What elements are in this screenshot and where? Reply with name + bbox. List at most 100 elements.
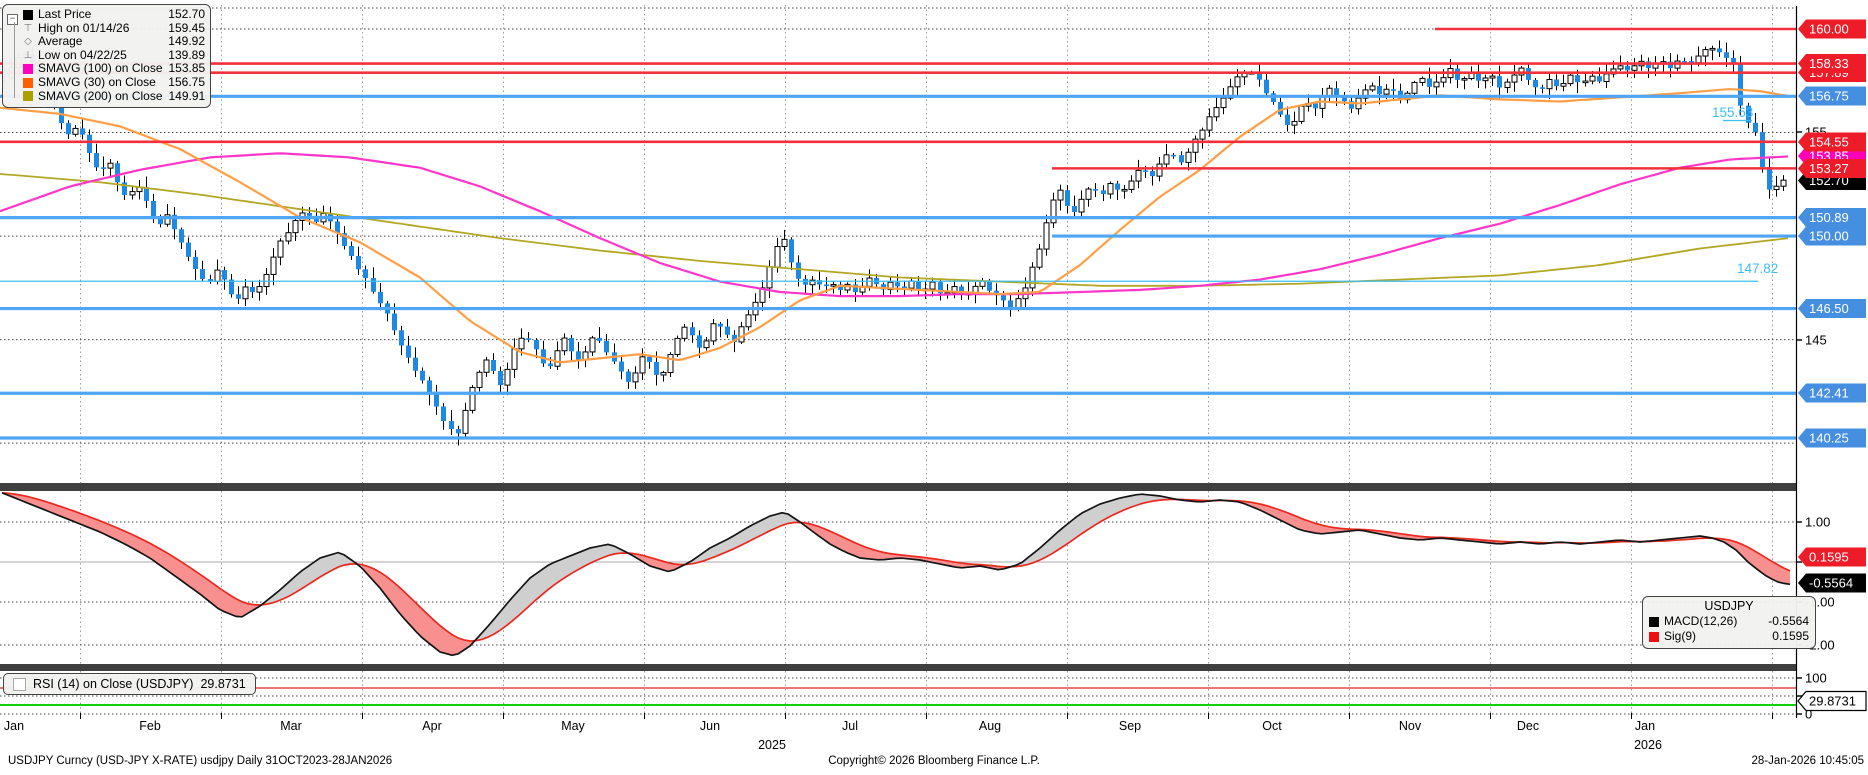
price-axis-tag[interactable]: 158.33 bbox=[1798, 54, 1866, 73]
legend-row-smavg200[interactable]: SMAVG (200) on Close 149.91 bbox=[7, 88, 206, 104]
macd-line bbox=[1, 492, 1791, 657]
price-axis-tag[interactable]: 29.8731 bbox=[1797, 690, 1867, 712]
smavg200-swatch bbox=[23, 91, 33, 102]
chart-footer: USDJPY Curncy (USD-JPY X-RATE) usdjpy Da… bbox=[0, 755, 1868, 771]
rsi-label: RSI (14) on Close (USDJPY) bbox=[33, 677, 194, 691]
axis-tick-label: 1.00 bbox=[1805, 515, 1830, 530]
svg-text:142.41: 142.41 bbox=[1809, 386, 1849, 401]
legend-row-last-price[interactable]: Last Price 152.70 bbox=[7, 7, 205, 22]
svg-text:150.89: 150.89 bbox=[1809, 210, 1849, 225]
svg-text:140.25: 140.25 bbox=[1809, 431, 1849, 446]
x-axis-month-label: Mar bbox=[280, 719, 302, 733]
axis-tick-label: 0 bbox=[1805, 707, 1812, 722]
axis-tick-label: 100 bbox=[1805, 671, 1827, 686]
svg-text:156.75: 156.75 bbox=[1809, 89, 1849, 104]
x-axis-month-label: Sep bbox=[1118, 719, 1142, 733]
footer-timestamp: 28-Jan-2026 10:45:05 bbox=[1751, 755, 1864, 767]
rsi-swatch bbox=[13, 677, 26, 691]
svg-text:29.8731: 29.8731 bbox=[1809, 694, 1856, 709]
legend-value: 149.92 bbox=[168, 34, 205, 49]
macd-legend-title: USDJPY bbox=[1704, 599, 1754, 613]
sig-row[interactable]: Sig(9) 0.1595 bbox=[1649, 629, 1809, 644]
x-axis-month-label: Oct bbox=[1262, 719, 1282, 733]
rsi-value: 29.8731 bbox=[200, 677, 246, 691]
legend-tree-line bbox=[14, 22, 15, 98]
macd-value: -0.5564 bbox=[1768, 614, 1809, 628]
price-axis-tag[interactable]: 150.00 bbox=[1798, 226, 1866, 246]
x-axis-month-label: Jul bbox=[842, 719, 858, 733]
annotation-price-label: 155.63 bbox=[1712, 105, 1753, 120]
legend-collapse-icon[interactable]: − bbox=[7, 14, 18, 25]
svg-text:154.55: 154.55 bbox=[1809, 135, 1849, 150]
svg-text:160.00: 160.00 bbox=[1809, 22, 1849, 37]
axis-tick-label: 145 bbox=[1805, 333, 1827, 348]
legend-label: Average bbox=[38, 34, 83, 49]
vertical-gridlines bbox=[80, 5, 1773, 714]
legend-label: Low on 04/22/25 bbox=[38, 47, 127, 62]
legend-row-smavg100[interactable]: SMAVG (100) on Close 153.85 bbox=[7, 62, 205, 76]
macd-label: MACD(12,26) bbox=[1664, 614, 1738, 628]
x-axis-month-label: Nov bbox=[1398, 719, 1422, 733]
price-axis-tag[interactable]: 153.27 bbox=[1798, 159, 1866, 178]
legend-row-high[interactable]: ⊤ High on 01/14/26 159.45 bbox=[7, 21, 205, 36]
macd-swatch bbox=[1649, 616, 1659, 627]
x-axis-month-label: Feb bbox=[139, 719, 161, 733]
rsi-legend-box[interactable]: RSI (14) on Close (USDJPY) 29.8731 bbox=[3, 673, 256, 695]
low-marker-icon: ⊥ bbox=[23, 49, 33, 61]
macd-legend-box[interactable]: USDJPY MACD(12,26) -0.5564 Sig(9) 0.1595 bbox=[1642, 596, 1816, 649]
svg-text:0.1595: 0.1595 bbox=[1809, 550, 1849, 565]
price-axis-tag[interactable]: 154.55 bbox=[1798, 132, 1866, 152]
macd-signal-line bbox=[1, 492, 1791, 642]
annotation-price-label: 147.82 bbox=[1737, 261, 1778, 276]
sig-value: 0.1595 bbox=[1772, 629, 1809, 643]
moving-average-lines bbox=[0, 88, 1789, 364]
chart-legend-box[interactable]: − Last Price 152.70 ⊤ High on 01/14/26 1… bbox=[2, 4, 211, 109]
price-axis: 1551451.000.00-1.00-2.00100500157.89153.… bbox=[80, 6, 1867, 722]
x-axis-month-label: Jan bbox=[3, 719, 25, 733]
average-marker-icon: ◇ bbox=[24, 36, 32, 48]
legend-row-smavg30[interactable]: SMAVG (30) on Close 156.75 bbox=[7, 74, 205, 90]
legend-value: 152.70 bbox=[168, 7, 205, 21]
x-axis-month-labels: Jan Feb Mar Apr May Jun Jul Aug Sep Oct Nov Dec Jan bbox=[0, 719, 1868, 735]
footer-security-description: USDJPY Curncy (USD-JPY X-RATE) usdjpy Da… bbox=[8, 755, 393, 767]
panel-separator bbox=[0, 664, 1797, 671]
price-axis-tag[interactable]: 160.00 bbox=[1798, 19, 1866, 39]
x-axis-year-label: 2026 bbox=[1634, 738, 1662, 752]
price-axis-tag[interactable]: 140.25 bbox=[1798, 428, 1866, 448]
svg-text:158.33: 158.33 bbox=[1809, 56, 1849, 71]
sig-label: Sig(9) bbox=[1664, 629, 1697, 643]
price-axis-tag[interactable]: 142.41 bbox=[1798, 383, 1866, 403]
x-axis-month-label: Dec bbox=[1516, 719, 1540, 733]
macd-panel-series[interactable] bbox=[1, 492, 1791, 657]
svg-text:153.27: 153.27 bbox=[1809, 161, 1849, 176]
price-axis-tag[interactable]: 0.1595 bbox=[1798, 547, 1866, 567]
price-level-lines[interactable] bbox=[0, 27, 1796, 440]
x-axis-year-label: 2025 bbox=[758, 738, 786, 752]
svg-text:150.00: 150.00 bbox=[1809, 229, 1849, 244]
panel-separator bbox=[0, 483, 1797, 491]
macd-row[interactable]: MACD(12,26) -0.5564 bbox=[1649, 614, 1809, 629]
price-axis-tag[interactable]: 146.50 bbox=[1798, 299, 1866, 318]
legend-label: SMAVG (100) on Close bbox=[38, 61, 163, 76]
sma30-line bbox=[0, 88, 1789, 364]
price-axis-tag[interactable]: 156.75 bbox=[1798, 86, 1866, 106]
legend-value: 149.91 bbox=[168, 88, 206, 103]
price-axis-tag[interactable]: -0.5564 bbox=[1798, 573, 1866, 593]
x-axis-month-label: Apr bbox=[422, 719, 442, 733]
horizontal-gridlines bbox=[0, 7, 1796, 715]
legend-row-low[interactable]: ⊥ Low on 04/22/25 139.89 bbox=[7, 47, 205, 63]
legend-row-average[interactable]: ◇ Average 149.92 bbox=[7, 35, 205, 49]
sma200-line bbox=[0, 173, 1789, 287]
sma100-line bbox=[0, 152, 1789, 298]
x-axis-month-label: Aug bbox=[978, 719, 1002, 733]
legend-label: Last Price bbox=[38, 7, 92, 21]
smavg30-swatch bbox=[23, 77, 33, 88]
x-axis-month-label: Jan bbox=[1634, 719, 1656, 733]
legend-label: SMAVG (30) on Close bbox=[38, 74, 156, 89]
legend-label: SMAVG (200) on Close bbox=[38, 88, 163, 103]
candlestick-series[interactable] bbox=[2, 40, 1787, 446]
legend-value: 139.89 bbox=[168, 47, 205, 62]
last-price-swatch bbox=[23, 9, 33, 20]
price-axis-tag[interactable]: 150.89 bbox=[1798, 208, 1866, 227]
